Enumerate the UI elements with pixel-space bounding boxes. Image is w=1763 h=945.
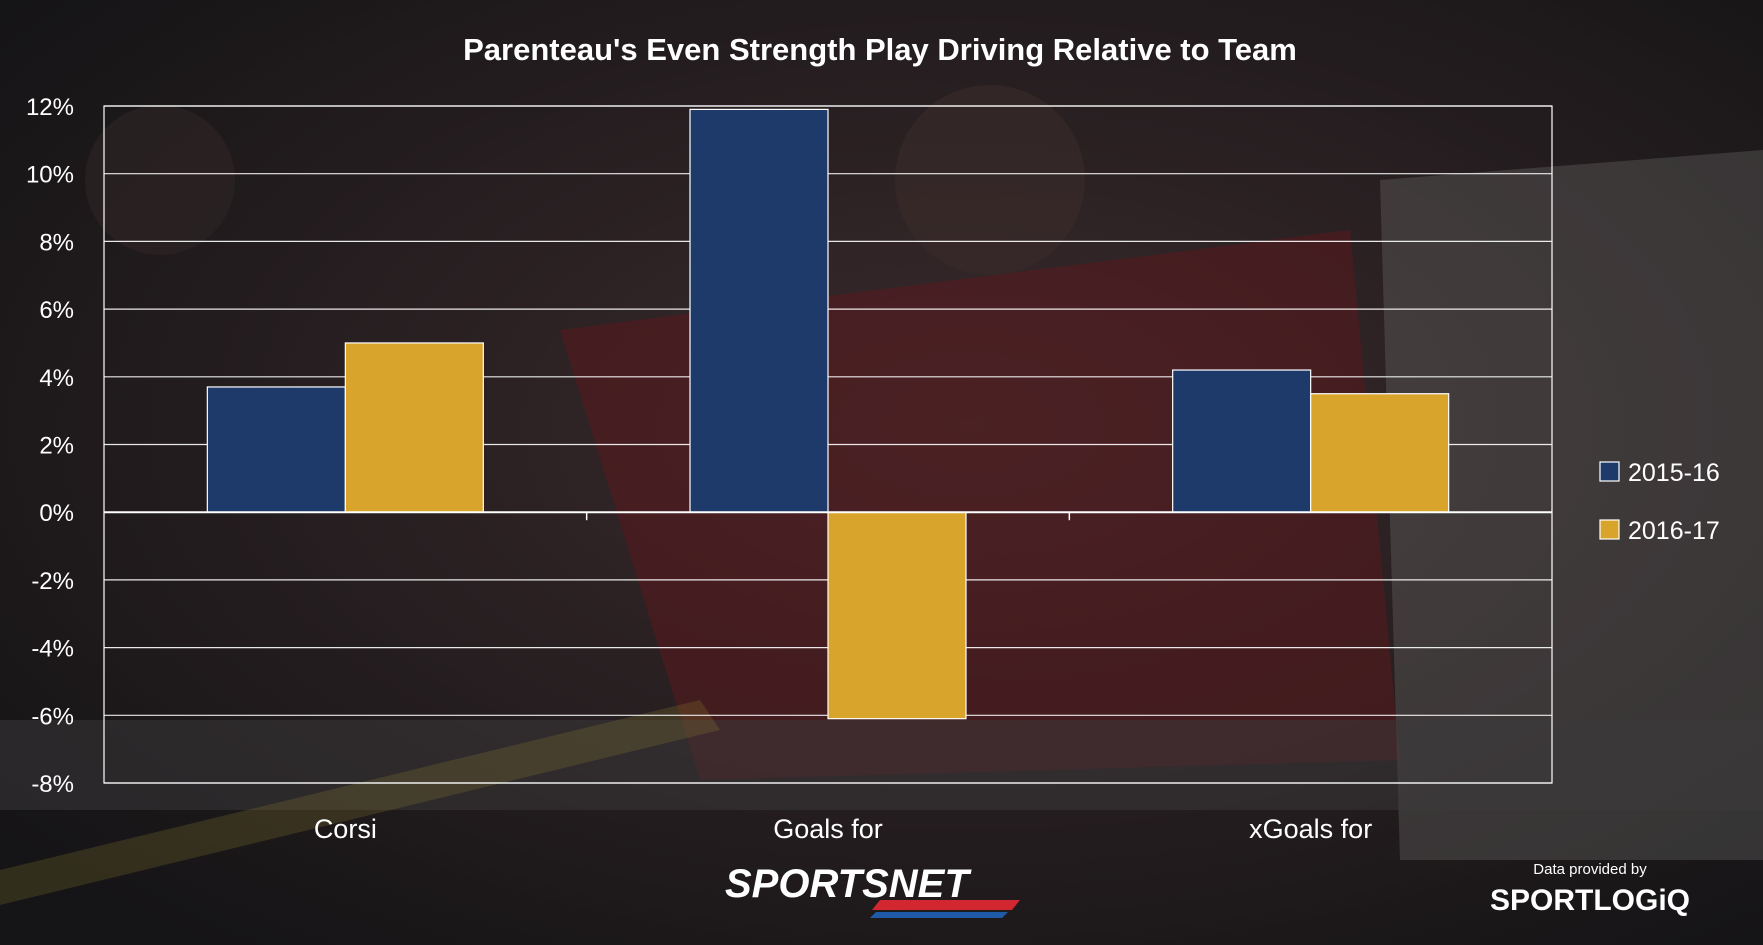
x-category-label: Corsi — [314, 814, 377, 844]
bar-2015-16-Corsi — [206, 386, 346, 513]
legend-label: 2015-16 — [1628, 459, 1720, 487]
y-tick-label: -6% — [31, 703, 74, 730]
sportlogiq-logo: Data provided by SPORTLOGiQ — [1490, 861, 1690, 917]
y-tick-label: 10% — [26, 162, 74, 189]
bar-2015-16-Goals for — [689, 108, 829, 513]
bar-2015-16-xGoals for — [1172, 369, 1312, 513]
y-tick-label: 8% — [39, 229, 74, 256]
chart-title: Parenteau's Even Strength Play Driving R… — [463, 32, 1297, 67]
sportsnet-logo-text: SPORTSNET — [725, 862, 972, 906]
legend-swatch — [1599, 519, 1620, 540]
data-credit-text: Data provided by — [1533, 861, 1647, 878]
plot-border — [103, 105, 1553, 784]
y-tick-label: -8% — [31, 771, 74, 798]
y-tick-label: 12% — [26, 94, 74, 121]
y-tick-label: 6% — [39, 297, 74, 324]
y-tick-label: -2% — [31, 568, 74, 595]
sportsnet-logo: SPORTSNET — [725, 862, 1020, 918]
x-category-label: Goals for — [773, 814, 883, 844]
y-tick-label: 4% — [39, 365, 74, 392]
bar-2016-17-Corsi — [344, 342, 484, 513]
legend-swatch — [1599, 461, 1620, 482]
plot-area: -8% -6% -4% -2% 0% 2% 4% 6% 8% 10% 12% Corsi Goals f… — [26, 94, 1553, 844]
bar-2016-17-Goals for — [827, 511, 967, 720]
bar-2016-17-xGoals for — [1310, 393, 1450, 513]
legend-label: 2016-17 — [1628, 517, 1720, 545]
sportlogiq-logo-text: SPORTLOGiQ — [1490, 884, 1690, 917]
legend: 2015-16 2016-17 — [1599, 459, 1720, 545]
y-tick-label: 2% — [39, 433, 74, 460]
x-category-label: xGoals for — [1249, 814, 1372, 844]
y-tick-label: 0% — [39, 500, 74, 527]
y-tick-label: -4% — [31, 636, 74, 663]
